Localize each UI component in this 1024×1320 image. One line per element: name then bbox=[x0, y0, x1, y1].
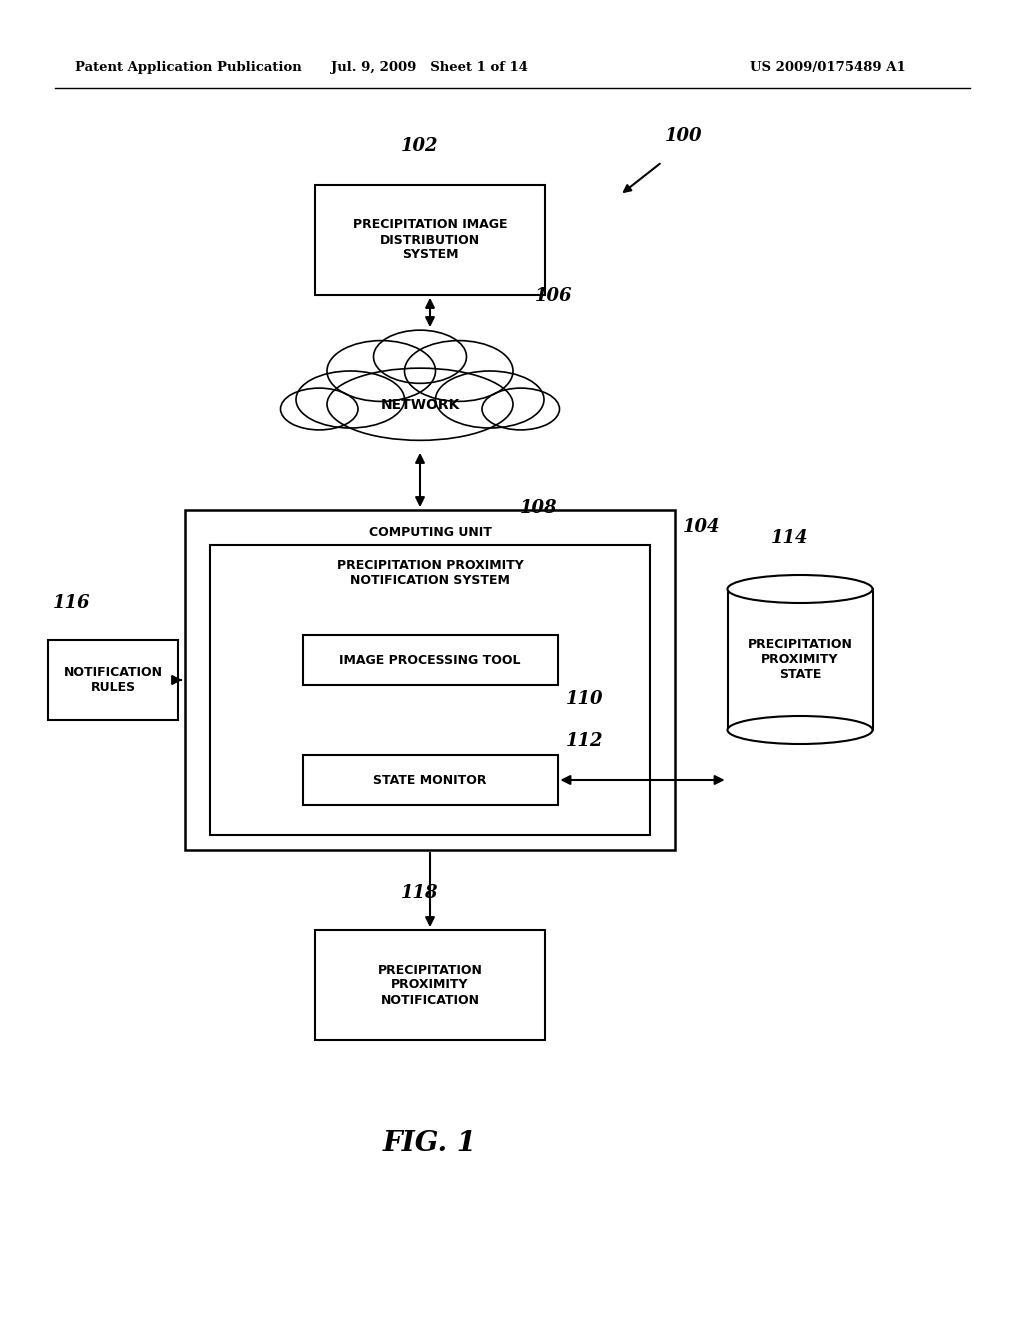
Text: 118: 118 bbox=[401, 884, 438, 902]
Text: COMPUTING UNIT: COMPUTING UNIT bbox=[369, 525, 492, 539]
Text: NETWORK: NETWORK bbox=[380, 399, 460, 412]
Ellipse shape bbox=[404, 341, 513, 401]
Ellipse shape bbox=[327, 341, 435, 401]
Text: 110: 110 bbox=[565, 690, 603, 708]
Text: 116: 116 bbox=[53, 594, 90, 612]
Text: 100: 100 bbox=[665, 127, 702, 145]
Ellipse shape bbox=[327, 368, 513, 441]
Text: IMAGE PROCESSING TOOL: IMAGE PROCESSING TOOL bbox=[339, 653, 521, 667]
Text: NOTIFICATION
RULES: NOTIFICATION RULES bbox=[63, 667, 163, 694]
Text: 112: 112 bbox=[565, 733, 603, 750]
Text: PRECIPITATION IMAGE
DISTRIBUTION
SYSTEM: PRECIPITATION IMAGE DISTRIBUTION SYSTEM bbox=[352, 219, 507, 261]
Ellipse shape bbox=[296, 371, 404, 428]
Text: PRECIPITATION
PROXIMITY
NOTIFICATION: PRECIPITATION PROXIMITY NOTIFICATION bbox=[378, 964, 482, 1006]
Ellipse shape bbox=[281, 388, 358, 430]
Bar bbox=[315, 185, 545, 294]
Ellipse shape bbox=[482, 388, 559, 430]
Text: STATE MONITOR: STATE MONITOR bbox=[374, 774, 486, 787]
Bar bbox=[727, 589, 872, 730]
Text: PRECIPITATION
PROXIMITY
STATE: PRECIPITATION PROXIMITY STATE bbox=[748, 638, 852, 681]
Text: 108: 108 bbox=[520, 499, 557, 517]
Text: Jul. 9, 2009   Sheet 1 of 14: Jul. 9, 2009 Sheet 1 of 14 bbox=[332, 62, 528, 74]
Text: 114: 114 bbox=[771, 529, 809, 546]
Bar bbox=[302, 635, 557, 685]
Ellipse shape bbox=[727, 576, 872, 603]
Bar bbox=[302, 755, 557, 805]
Ellipse shape bbox=[374, 330, 467, 383]
Ellipse shape bbox=[435, 371, 544, 428]
Ellipse shape bbox=[727, 715, 872, 744]
Bar bbox=[315, 931, 545, 1040]
Bar bbox=[185, 510, 675, 850]
Text: US 2009/0175489 A1: US 2009/0175489 A1 bbox=[750, 62, 906, 74]
Text: 102: 102 bbox=[401, 137, 438, 154]
Text: FIG. 1: FIG. 1 bbox=[383, 1130, 477, 1158]
Bar bbox=[48, 640, 178, 719]
Bar bbox=[729, 717, 871, 743]
Text: PRECIPITATION PROXIMITY
NOTIFICATION SYSTEM: PRECIPITATION PROXIMITY NOTIFICATION SYS… bbox=[337, 558, 523, 587]
Bar bbox=[210, 545, 650, 836]
Text: Patent Application Publication: Patent Application Publication bbox=[75, 62, 302, 74]
Text: 104: 104 bbox=[683, 517, 721, 536]
Text: 106: 106 bbox=[535, 286, 572, 305]
